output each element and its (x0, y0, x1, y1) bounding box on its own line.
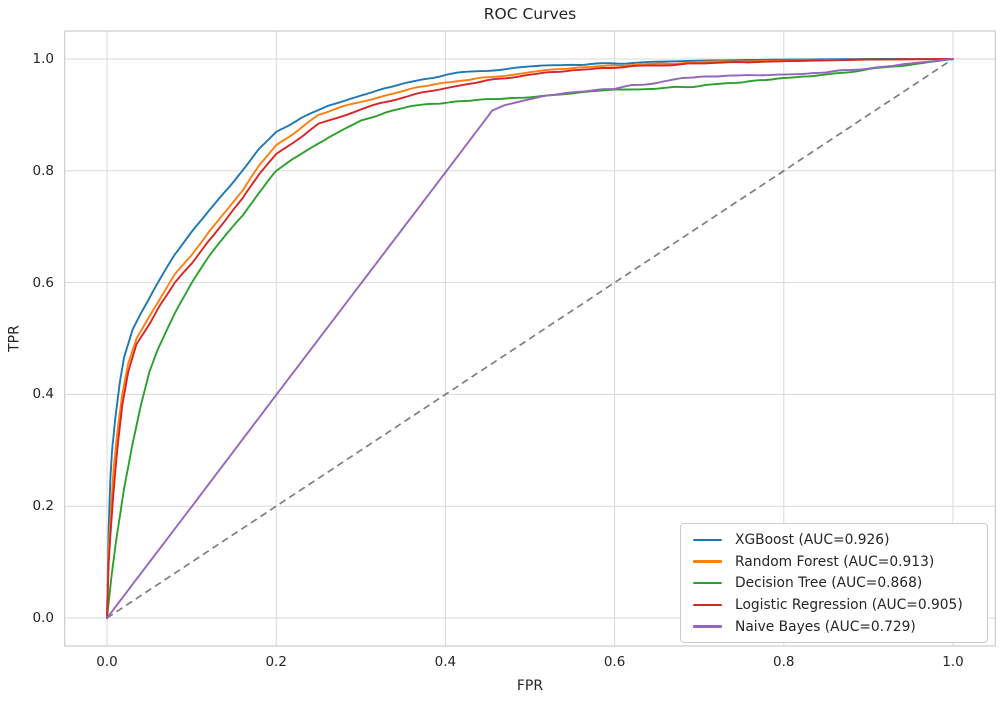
y-tick-label-0.8: 0.8 (32, 162, 54, 179)
legend-item-decision-tree: Decision Tree (AUC=0.868) (689, 572, 979, 594)
legend-item-random-forest: Random Forest (AUC=0.913) (689, 551, 979, 573)
legend: XGBoost (AUC=0.926) Random Forest (AUC=0.… (680, 523, 988, 644)
y-axis-label: TPR (6, 325, 23, 352)
roc-curve-decision-tree (106, 58, 954, 619)
legend-item-label: Naive Bayes (AUC=0.729) (735, 618, 916, 635)
legend-line-swatch (693, 538, 722, 542)
y-tick-label-0.6: 0.6 (32, 274, 54, 291)
roc-curve-naive-bayes (106, 58, 954, 619)
plot-border (64, 30, 996, 647)
legend-item-xgboost: XGBoost (AUC=0.926) (689, 529, 979, 551)
x-tick-label-1.0: 1.0 (942, 654, 964, 670)
legend-item-label: Logistic Regression (AUC=0.905) (735, 596, 963, 613)
x-tick-label-0.0: 0.0 (96, 654, 118, 670)
x-axis-label: FPR (516, 678, 544, 694)
legend-item-label: Random Forest (AUC=0.913) (735, 553, 935, 570)
roc-curve-xgboost (106, 58, 954, 619)
legend-item-logistic-regression: Logistic Regression (AUC=0.905) (689, 594, 979, 616)
y-tick-label-0.4: 0.4 (32, 386, 54, 403)
legend-item-naive-bayes: Naive Bayes (AUC=0.729) (689, 616, 979, 638)
x-tick-label-0.2: 0.2 (265, 654, 287, 670)
roc-curve-logistic-regression (106, 58, 954, 619)
legend-item-label: Decision Tree (AUC=0.868) (735, 575, 923, 592)
x-tick-label-0.8: 0.8 (773, 654, 795, 670)
y-tick-label-0.0: 0.0 (32, 610, 54, 626)
legend-line-swatch (693, 603, 722, 607)
legend-line-swatch (693, 581, 722, 585)
y-tick-label-0.2: 0.2 (32, 498, 54, 515)
chance-diagonal-line (106, 58, 954, 619)
chart-title: ROC Curves (483, 5, 577, 23)
x-tick-label-0.6: 0.6 (603, 654, 626, 670)
x-tick-label-0.4: 0.4 (434, 654, 457, 670)
legend-line-swatch (693, 625, 722, 628)
legend-item-label: XGBoost (AUC=0.926) (735, 531, 890, 548)
y-tick-label-1.0: 1.0 (32, 51, 54, 67)
legend-line-swatch (693, 560, 722, 563)
